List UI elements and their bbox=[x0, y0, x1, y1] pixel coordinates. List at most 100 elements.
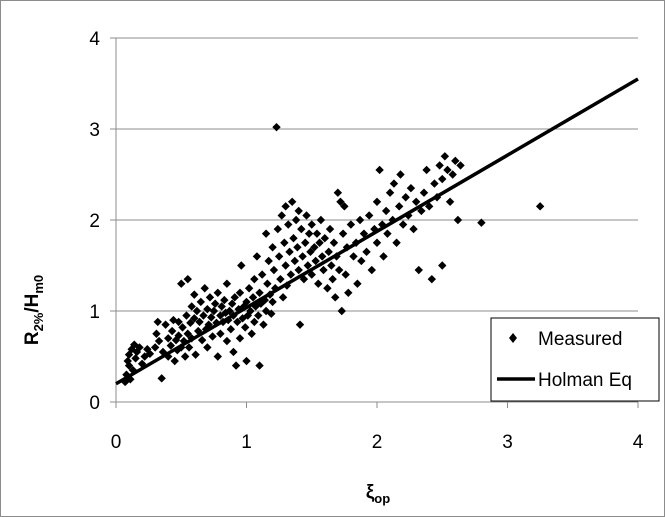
legend-holman-label: Holman Eq bbox=[538, 370, 632, 391]
measured-point bbox=[184, 343, 194, 352]
y-tick-label: 2 bbox=[89, 211, 100, 232]
measured-point bbox=[303, 261, 313, 270]
measured-point bbox=[197, 335, 207, 345]
measured-point bbox=[226, 325, 236, 334]
measured-point bbox=[379, 252, 388, 261]
measured-point bbox=[203, 343, 212, 352]
measured-point bbox=[453, 215, 463, 225]
measured-point bbox=[154, 336, 164, 346]
measured-point bbox=[414, 265, 423, 275]
measured-point bbox=[328, 274, 337, 284]
measured-point bbox=[324, 247, 333, 257]
measured-point bbox=[290, 256, 299, 266]
measured-point bbox=[301, 238, 310, 247]
measured-point bbox=[364, 211, 374, 220]
measured-point bbox=[456, 161, 465, 170]
measured-point bbox=[230, 293, 239, 302]
measured-point bbox=[257, 270, 267, 279]
measured-point bbox=[213, 288, 222, 297]
measured-point bbox=[281, 202, 290, 211]
measured-point bbox=[250, 317, 259, 327]
measured-point bbox=[135, 343, 144, 352]
measured-point bbox=[254, 311, 263, 320]
x-tick-label: 2 bbox=[372, 432, 383, 453]
holman-line bbox=[115, 77, 639, 386]
measured-point bbox=[306, 247, 315, 257]
measured-point bbox=[128, 365, 138, 375]
measured-point bbox=[357, 256, 366, 266]
measured-point bbox=[287, 197, 297, 206]
measured-point bbox=[161, 320, 170, 329]
measured-point bbox=[295, 320, 305, 329]
measured-point bbox=[385, 188, 395, 197]
measured-point bbox=[427, 274, 437, 284]
measured-point bbox=[174, 317, 183, 327]
measured-point bbox=[304, 229, 314, 238]
x-tick-label: 4 bbox=[633, 432, 644, 453]
measured-point bbox=[264, 256, 273, 266]
measured-point bbox=[252, 252, 262, 261]
measured-point bbox=[329, 238, 339, 247]
measured-point bbox=[250, 274, 259, 284]
measured-point bbox=[203, 304, 212, 314]
gridlines bbox=[116, 37, 638, 312]
measured-point bbox=[314, 279, 323, 288]
measured-point bbox=[259, 320, 268, 329]
measured-point bbox=[285, 247, 294, 257]
axes bbox=[110, 37, 639, 408]
measured-point bbox=[276, 274, 285, 284]
measured-point bbox=[195, 317, 204, 327]
measured-point bbox=[164, 334, 173, 343]
measured-point bbox=[145, 349, 155, 358]
measured-point bbox=[291, 215, 301, 225]
measured-point bbox=[174, 331, 183, 340]
measured-point bbox=[208, 332, 217, 341]
measured-point bbox=[293, 243, 302, 252]
measured-point bbox=[186, 318, 195, 328]
measured-point bbox=[205, 293, 215, 302]
measured-point bbox=[438, 174, 447, 184]
measured-point bbox=[183, 329, 192, 338]
measured-point bbox=[344, 288, 353, 297]
measured-point bbox=[334, 265, 344, 275]
measured-point bbox=[337, 306, 346, 316]
measured-point bbox=[440, 152, 450, 161]
measured-point bbox=[425, 202, 434, 211]
measured-point bbox=[278, 293, 288, 302]
measured-point bbox=[191, 350, 200, 359]
measured-point bbox=[227, 299, 237, 308]
measured-point bbox=[435, 161, 444, 170]
measured-point bbox=[325, 224, 335, 234]
measured-point bbox=[237, 261, 246, 270]
legend-box bbox=[490, 317, 660, 402]
measured-point bbox=[240, 323, 250, 332]
measured-point bbox=[242, 297, 251, 307]
measured-point bbox=[178, 323, 187, 332]
measured-point bbox=[152, 329, 161, 338]
measured-point bbox=[406, 183, 416, 193]
measured-point bbox=[268, 243, 277, 252]
measured-point bbox=[190, 290, 199, 299]
measured-point bbox=[183, 274, 192, 284]
measured-point bbox=[280, 238, 289, 247]
measured-point bbox=[235, 334, 245, 343]
measured-point bbox=[315, 238, 324, 247]
measured-points bbox=[120, 122, 545, 387]
measured-point bbox=[210, 299, 220, 308]
y-tick-label: 0 bbox=[89, 393, 100, 414]
measured-point bbox=[409, 224, 418, 234]
measured-point bbox=[411, 197, 421, 206]
measured-point bbox=[274, 252, 284, 261]
measured-point bbox=[261, 229, 271, 238]
measured-point bbox=[209, 306, 219, 316]
measured-point bbox=[294, 206, 303, 216]
y-tick-label: 1 bbox=[89, 302, 100, 323]
measured-point bbox=[255, 361, 264, 370]
measured-point bbox=[272, 122, 281, 132]
x-axis-label: ξop bbox=[366, 482, 390, 506]
measured-point bbox=[192, 306, 202, 316]
measured-point bbox=[341, 270, 350, 279]
measured-point bbox=[281, 261, 290, 270]
measured-point bbox=[267, 309, 276, 318]
